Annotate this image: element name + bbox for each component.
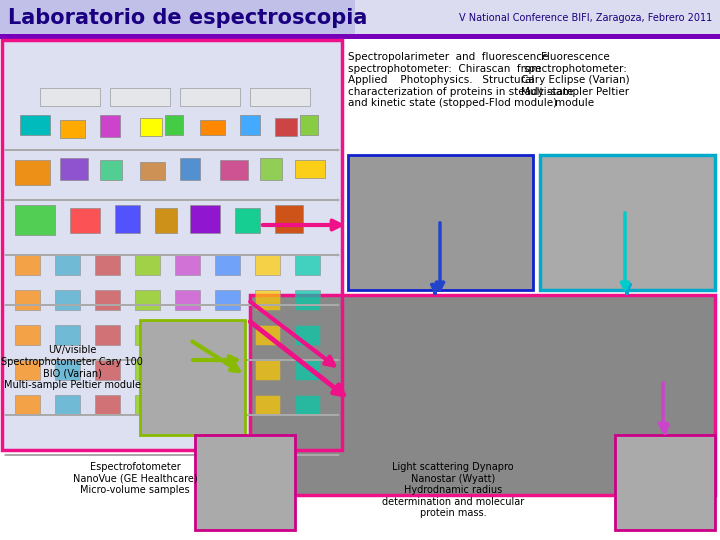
Bar: [15, 290, 40, 310]
Text: Espectrofotometer
NanoVue (GE Healthcare)
Micro-volume samples: Espectrofotometer NanoVue (GE Healthcare…: [73, 462, 197, 495]
Bar: [250, 295, 715, 495]
Text: Laboratorio de espectroscopia: Laboratorio de espectroscopia: [8, 8, 367, 28]
Bar: [260, 158, 282, 180]
Bar: [60, 158, 88, 180]
Bar: [15, 325, 40, 345]
Bar: [15, 360, 40, 380]
Bar: [615, 435, 715, 530]
Bar: [180, 158, 200, 180]
FancyArrow shape: [5, 414, 339, 416]
Bar: [255, 255, 280, 275]
Text: UV/visible
Spectrophotometer Cary 100
BIO (Varian)
Multi-sample Peltier module: UV/visible Spectrophotometer Cary 100 BI…: [1, 345, 143, 390]
Bar: [175, 290, 200, 310]
Bar: [220, 160, 248, 180]
Bar: [255, 360, 280, 380]
Bar: [175, 360, 200, 380]
Bar: [295, 160, 325, 178]
Bar: [95, 255, 120, 275]
Bar: [2, 40, 342, 450]
Bar: [20, 115, 50, 135]
Text: Light scattering Dynapro
Nanostar (Wyatt)
Hydrodnamic radius
determination and m: Light scattering Dynapro Nanostar (Wyatt…: [382, 462, 524, 518]
Bar: [15, 160, 50, 185]
Bar: [135, 325, 160, 345]
Bar: [55, 325, 80, 345]
Bar: [60, 120, 85, 138]
Bar: [55, 395, 80, 415]
Bar: [200, 120, 225, 135]
Bar: [100, 115, 120, 137]
Bar: [175, 325, 200, 345]
Bar: [155, 208, 177, 233]
Bar: [175, 395, 200, 415]
Bar: [195, 435, 295, 530]
Bar: [95, 395, 120, 415]
FancyArrow shape: [5, 454, 339, 456]
Bar: [110, 88, 170, 106]
Bar: [135, 395, 160, 415]
FancyArrow shape: [5, 359, 339, 361]
Bar: [15, 205, 55, 235]
Bar: [295, 255, 320, 275]
Bar: [240, 115, 260, 135]
Bar: [15, 395, 40, 415]
Text: Fluorescence
spectrophotometer:
Cary Eclipse (Varian)
Multi-sampler Peltier
modu: Fluorescence spectrophotometer: Cary Ecl…: [521, 52, 629, 109]
Bar: [115, 205, 140, 233]
Bar: [215, 395, 240, 415]
Bar: [2, 40, 342, 450]
Bar: [0, 0, 355, 35]
Bar: [255, 395, 280, 415]
Text: Spectropolarimeter  and  fluorescence
spectrophotometer:  Chirascan  from
Applie: Spectropolarimeter and fluorescence spec…: [348, 52, 574, 109]
Bar: [275, 118, 297, 136]
Bar: [255, 290, 280, 310]
Bar: [135, 290, 160, 310]
Bar: [95, 360, 120, 380]
Bar: [70, 208, 100, 233]
Bar: [540, 155, 715, 290]
Bar: [55, 255, 80, 275]
Bar: [15, 255, 40, 275]
Bar: [165, 115, 183, 135]
Bar: [0, 34, 720, 39]
Bar: [95, 290, 120, 310]
Bar: [140, 118, 162, 136]
Bar: [295, 325, 320, 345]
Bar: [135, 360, 160, 380]
Bar: [55, 290, 80, 310]
Bar: [215, 360, 240, 380]
Bar: [175, 255, 200, 275]
Bar: [135, 255, 160, 275]
Bar: [215, 255, 240, 275]
Bar: [140, 162, 165, 180]
Bar: [250, 88, 310, 106]
Bar: [55, 360, 80, 380]
FancyArrow shape: [5, 304, 339, 306]
Bar: [5, 43, 339, 447]
Bar: [95, 325, 120, 345]
Bar: [275, 205, 303, 233]
Bar: [180, 88, 240, 106]
Bar: [235, 208, 260, 233]
Bar: [40, 88, 100, 106]
FancyArrow shape: [5, 199, 339, 201]
Bar: [255, 325, 280, 345]
Text: V National Conference BIFI, Zaragoza, Febrero 2011: V National Conference BIFI, Zaragoza, Fe…: [459, 13, 712, 23]
Bar: [215, 325, 240, 345]
Bar: [295, 290, 320, 310]
FancyArrow shape: [5, 254, 339, 256]
Bar: [300, 115, 318, 135]
Bar: [215, 290, 240, 310]
Bar: [190, 205, 220, 233]
Bar: [295, 395, 320, 415]
FancyArrow shape: [5, 149, 339, 151]
Bar: [100, 160, 122, 180]
Bar: [348, 155, 533, 290]
Bar: [295, 360, 320, 380]
Bar: [140, 320, 245, 435]
